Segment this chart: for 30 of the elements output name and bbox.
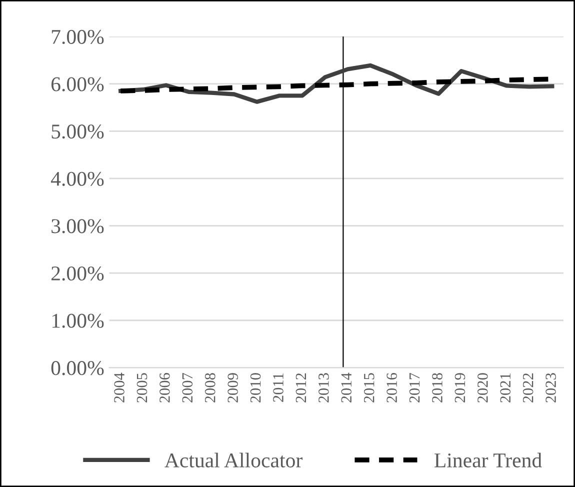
- x-tick-label: 2020: [478, 373, 488, 402]
- y-tick-label: 1.00%: [52, 314, 104, 328]
- x-tick-label: 2023: [546, 373, 556, 402]
- x-tick-label: 2011: [273, 373, 284, 402]
- y-tick-label: 3.00%: [52, 219, 104, 234]
- x-tick-label: 2019: [454, 373, 466, 402]
- x-tick-label: 2009: [228, 373, 238, 402]
- x-tick-label: 2012: [296, 373, 306, 402]
- x-tick-label: 2014: [341, 372, 352, 402]
- x-tick-label: 2010: [250, 373, 261, 402]
- x-tick-label: 2022: [522, 373, 534, 402]
- x-tick-label: 2006: [160, 373, 170, 402]
- x-tick-label: 2008: [204, 373, 216, 402]
- x-tick-label: 2007: [182, 372, 193, 402]
- x-tick-label: 2013: [318, 373, 329, 402]
- y-tick-label: 5.00%: [52, 124, 104, 139]
- y-tick-label: 6.00%: [51, 77, 104, 92]
- x-tick-label: 2005: [136, 373, 148, 402]
- x-tick-label: 2004: [114, 372, 124, 402]
- x-tick-label: 2017: [409, 372, 420, 402]
- y-tick-label: 0.00%: [51, 361, 104, 376]
- x-tick-label: 2021: [500, 373, 511, 402]
- legend-label: Linear Trend: [434, 452, 542, 468]
- legend-label: Actual Allocator: [164, 452, 302, 468]
- y-tick-label: 4.00%: [50, 172, 104, 186]
- x-tick-label: 2016: [386, 373, 397, 402]
- x-tick-label: 2018: [432, 373, 442, 402]
- y-tick-label: 2.00%: [51, 266, 104, 281]
- x-tick-label: 2015: [364, 373, 374, 402]
- y-tick-label: 7.00%: [52, 30, 104, 44]
